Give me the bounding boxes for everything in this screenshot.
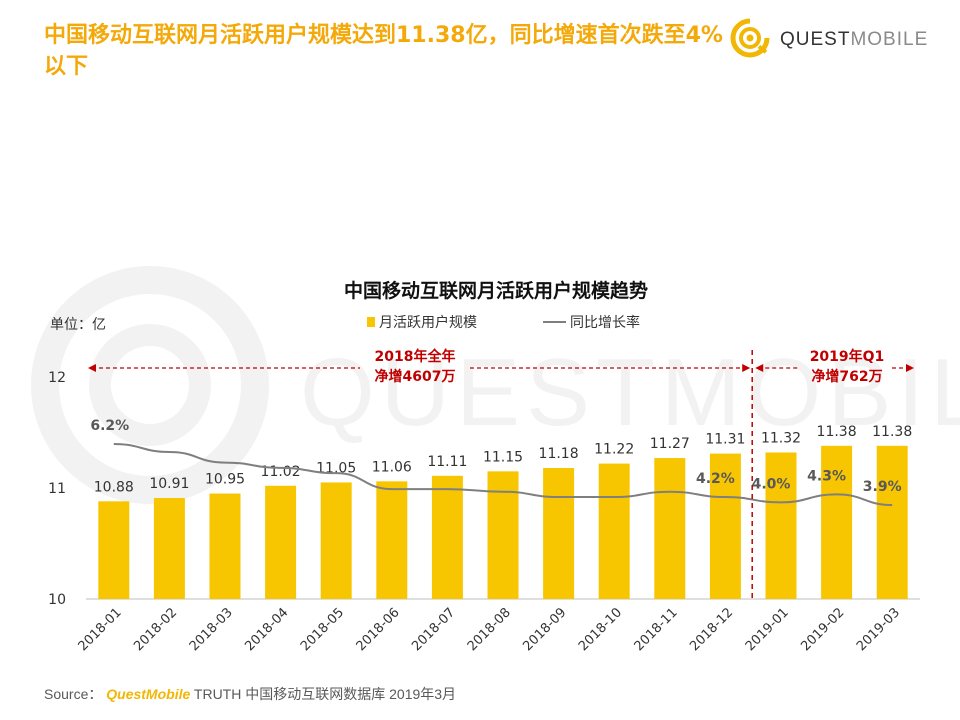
x-tick-label: 2018-02: [131, 605, 180, 654]
bar-value-label: 11.22: [594, 442, 634, 458]
bar-value-label: 10.95: [205, 472, 245, 488]
source-note: Source： QuestMobile TRUTH 中国移动互联网数据库 201…: [44, 684, 456, 704]
bar-series: 10.88 10.91 10.95 11.02 11.05 11.06 11.11 11.15…: [94, 424, 912, 599]
growth-rate-label: 3.9%: [863, 479, 902, 495]
legend: 月活跃用户规模 同比增长率: [367, 314, 640, 331]
x-tick-label: 2019-03: [854, 605, 903, 654]
legend-bar-swatch: [367, 317, 375, 327]
annotation-2019-line2: 净增762万: [811, 368, 882, 385]
bar: [376, 481, 408, 599]
questmobile-logo-icon: [730, 18, 770, 58]
logo-text-thin: MOBILE: [850, 29, 929, 50]
logo-text-bold: QUEST: [780, 29, 851, 50]
x-tick-label: 2018-09: [520, 605, 569, 654]
bar-value-label: 11.15: [483, 449, 523, 465]
bar: [876, 445, 908, 599]
bar: [821, 445, 853, 599]
bar-value-label: 10.88: [94, 479, 134, 495]
annotation-2019-arrowhead-right: [906, 364, 914, 372]
page-headline: 中国移动互联网月活跃用户规模达到11.38亿，同比增速首次跌至4%以下: [44, 23, 723, 79]
x-tick-label: 2018-06: [354, 605, 403, 654]
growth-rate-label: 4.0%: [752, 476, 791, 492]
bar: [153, 497, 185, 599]
annotation-2018-arrowhead-left: [88, 364, 96, 372]
growth-rate-label: 4.3%: [807, 468, 846, 484]
bar: [654, 458, 686, 599]
annotation-2018-line2: 净增4607万: [375, 368, 456, 385]
bar-value-label: 11.27: [650, 436, 690, 452]
bar: [487, 471, 519, 599]
x-tick-label: 2018-04: [242, 605, 291, 654]
annotation-2018-arrowhead-right: [742, 364, 751, 372]
line-series: 6.2% 4.2% 4.0% 4.3% 3.9%: [90, 418, 902, 506]
x-tick-label: 2018-08: [465, 605, 514, 654]
bar-value-label: 11.31: [705, 432, 745, 448]
unit-label: 单位：亿: [50, 317, 106, 333]
annotation-2019-line1: 2019年Q1: [810, 348, 885, 365]
bar-value-label: 10.91: [149, 476, 189, 492]
annotation-2018-line1: 2018年全年: [375, 348, 456, 365]
bar-value-label: 11.38: [872, 424, 912, 440]
questmobile-logo: QUESTMOBILE: [728, 15, 928, 61]
source-brand: QuestMobile: [106, 686, 191, 702]
bar: [209, 493, 241, 599]
legend-bar-label: 月活跃用户规模: [379, 314, 477, 331]
bar-value-label: 11.32: [761, 430, 801, 446]
watermark: QUESTMOBILE: [31, 266, 960, 504]
bar: [265, 485, 297, 599]
y-tick-label: 10: [48, 592, 66, 608]
bar: [431, 475, 463, 599]
growth-rate-label: 4.2%: [696, 471, 735, 487]
bar-value-label: 11.06: [372, 459, 412, 475]
bar-value-label: 11.11: [427, 454, 467, 470]
x-tick-label: 2018-11: [632, 605, 681, 654]
x-tick-label: 2018-03: [187, 605, 236, 654]
x-tick-label: 2018-12: [687, 605, 736, 654]
y-tick-label: 11: [48, 481, 66, 497]
logo-text: QUESTMOBILE: [780, 29, 928, 51]
x-tick-label: 2018-07: [409, 605, 458, 654]
bar-value-label: 11.18: [539, 446, 579, 462]
growth-rate-label: 6.2%: [90, 418, 129, 434]
legend-line-label: 同比增长率: [570, 314, 640, 331]
source-prefix: Source：: [44, 686, 103, 702]
bar: [543, 468, 575, 599]
bar: [709, 453, 741, 599]
annotation-2019-arrowhead-left: [755, 364, 764, 372]
x-tick-label: 2018-05: [298, 605, 347, 654]
x-tick-label: 2018-10: [576, 605, 625, 654]
bar: [598, 463, 630, 599]
bar-value-label: 11.38: [817, 424, 857, 440]
y-tick-label: 12: [48, 370, 66, 386]
bar: [765, 452, 797, 599]
watermark-text: QUESTMOBILE: [300, 339, 960, 446]
bar: [320, 482, 352, 599]
chart-title: 中国移动互联网月活跃用户规模趋势: [344, 279, 648, 302]
bar: [98, 501, 130, 599]
bar-value-label: 11.02: [261, 464, 301, 480]
growth-rate-line: [113, 443, 893, 506]
x-tick-label: 2019-01: [743, 605, 792, 654]
x-tick-label: 2018-01: [76, 605, 125, 654]
x-tick-label: 2019-02: [798, 605, 847, 654]
source-text: TRUTH 中国移动互联网数据库 2019年3月: [193, 686, 457, 702]
